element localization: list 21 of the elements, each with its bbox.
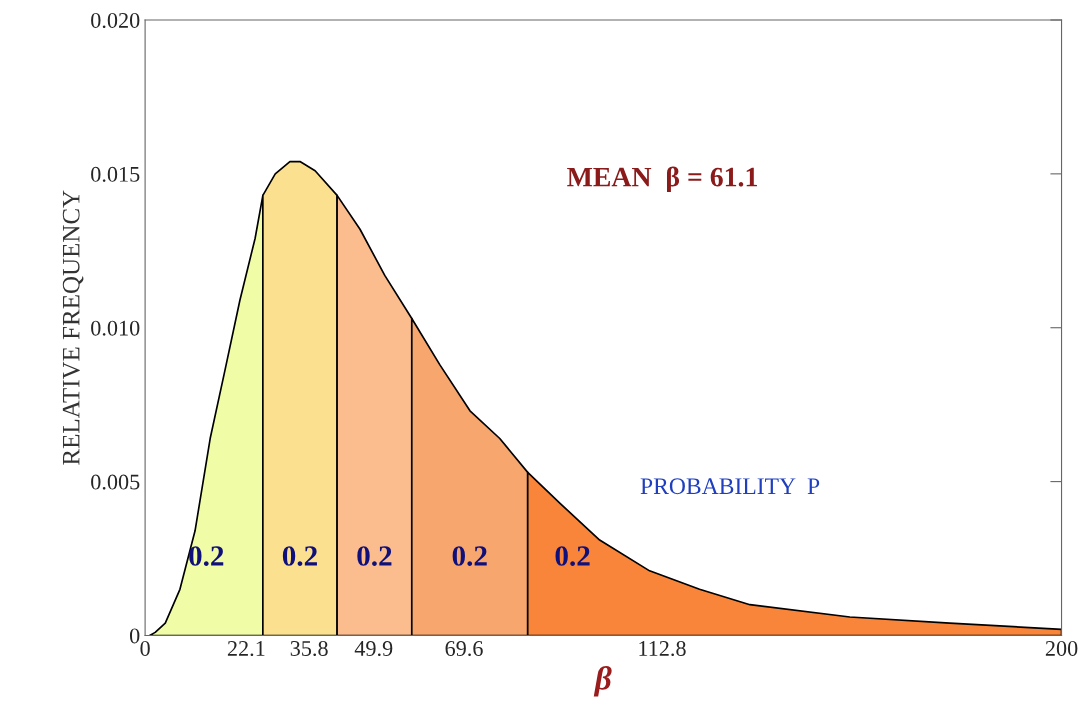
annotation: 0.2: [452, 546, 487, 566]
y-tick-label: 0: [129, 628, 140, 644]
y-tick-label: 0.005: [91, 474, 140, 490]
y-tick-label: 0.015: [91, 166, 140, 182]
x-tick-label: 49.9: [354, 641, 393, 657]
annotation: 0.2: [357, 546, 392, 566]
x-axis-title: β: [593, 666, 612, 697]
y-tick-label: 0.020: [91, 12, 140, 29]
y-axis-title: RELATIVE FREQUENCY: [62, 190, 84, 465]
x-tick-label: 112.8: [639, 640, 686, 657]
x-tick-label: 0: [140, 640, 150, 656]
x-tick-label: 200: [1045, 640, 1078, 656]
x-tick-label: 22.1: [227, 641, 265, 657]
x-tick-label: 69.6: [445, 641, 483, 657]
annotation: 0.2: [282, 546, 317, 566]
x-tick-label: 35.8: [290, 640, 328, 657]
annotation: PROBABILITY P: [640, 478, 820, 495]
annotation: MEAN β = 61.1: [567, 166, 757, 193]
annotation: 0.2: [189, 546, 224, 566]
y-tick-label: 0.010: [91, 320, 140, 336]
annotation: 0.2: [555, 546, 590, 566]
